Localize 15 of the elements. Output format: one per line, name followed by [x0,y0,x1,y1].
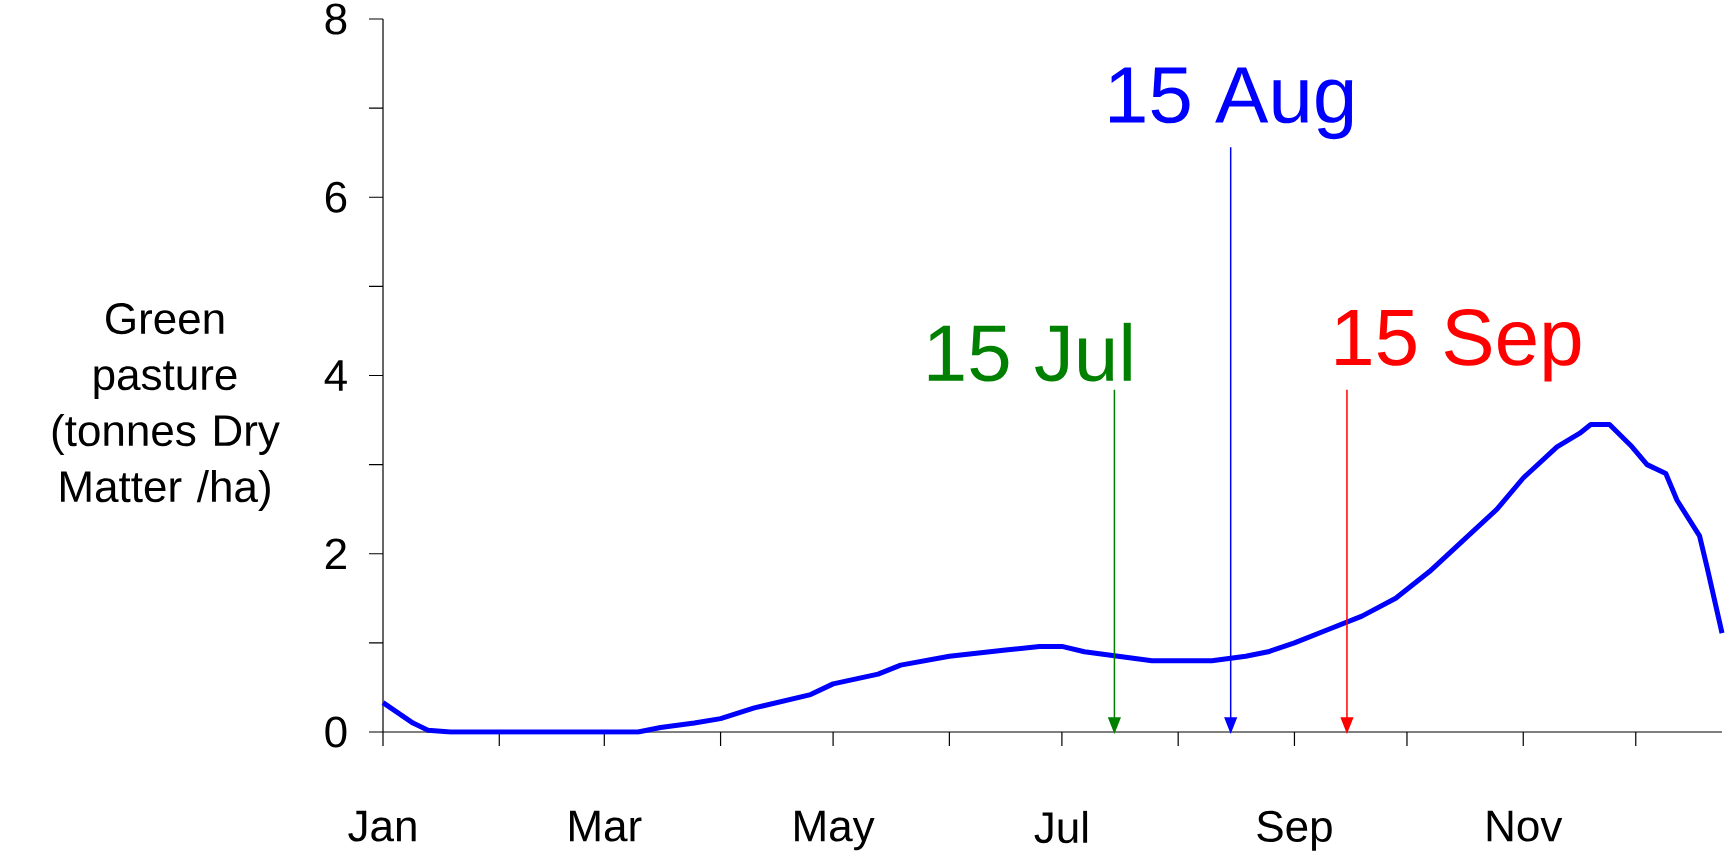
x-tick-label: Jul [1034,810,1088,844]
x-tick-label: Nov [1487,810,1563,842]
y-axis-title: Green pasture (tonnes Dry Matter /ha) [52,303,280,511]
y-tick-label: 2 [325,538,346,570]
x-tick-label: May [795,810,875,851]
y-tick-label: 8 [325,3,347,35]
y-tick-label: 6 [325,181,347,213]
x-tick-label: Jan [348,810,416,842]
y-tick-label: 0 [325,716,347,748]
x-tick-label: Sep [1257,810,1332,851]
ref-line-label: 15 Jul [928,322,1131,382]
ref-line-label: 15 Aug [1110,67,1353,140]
x-tick-label: Mar [570,810,642,842]
ref-line-label: 15 Sep [1336,309,1581,382]
y-tick-label: 4 [324,360,347,391]
